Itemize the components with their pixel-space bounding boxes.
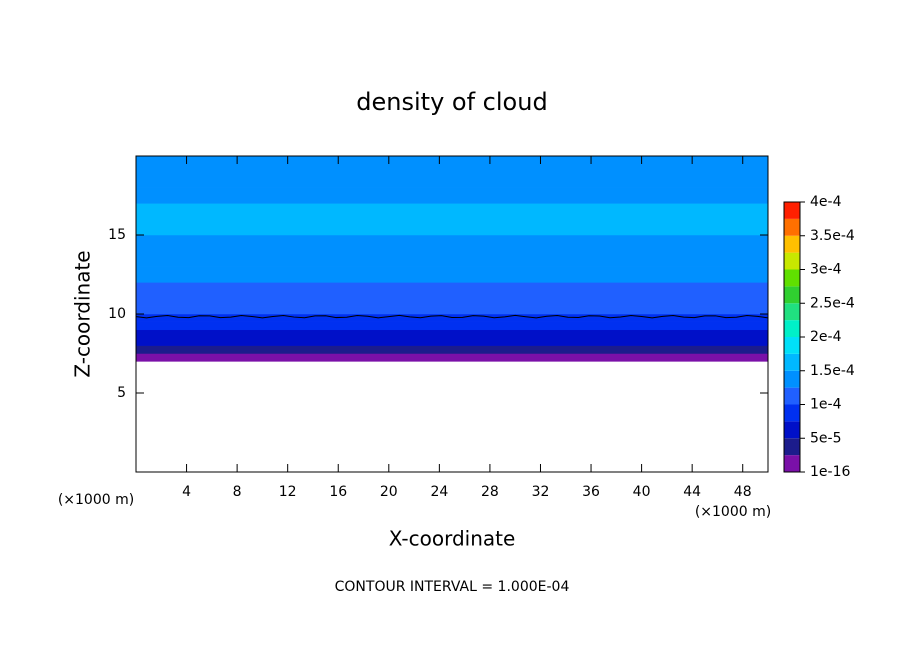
contour-band bbox=[135, 282, 769, 299]
contour-band bbox=[135, 305, 769, 315]
contour-band bbox=[135, 345, 769, 354]
colorbar-swatch bbox=[784, 202, 800, 219]
colorbar-swatch bbox=[784, 337, 800, 354]
contour-band bbox=[135, 266, 769, 283]
x-tick-label: 40 bbox=[633, 484, 651, 500]
colorbar-swatch bbox=[784, 218, 800, 236]
footer: CONTOUR INTERVAL = 1.000E-04 bbox=[335, 579, 570, 595]
contour-line bbox=[135, 314, 769, 319]
colorbar-swatch bbox=[784, 353, 800, 371]
colorbar-swatch bbox=[784, 438, 800, 456]
colorbar-label: 1.5e-4 bbox=[810, 363, 855, 379]
x-tick-label: 48 bbox=[734, 484, 752, 500]
x-tick-label: 8 bbox=[233, 484, 242, 500]
colorbar-swatch bbox=[784, 370, 800, 388]
x-axis-label: X-coordinate bbox=[389, 527, 516, 551]
colorbar-swatch bbox=[784, 387, 800, 405]
colorbar-label: 2.5e-4 bbox=[810, 295, 855, 311]
contour-band bbox=[135, 171, 769, 188]
contour-band bbox=[135, 353, 769, 362]
contour-band bbox=[135, 250, 769, 267]
colorbar-label: 5e-5 bbox=[810, 430, 841, 446]
x-tick-label: 4 bbox=[182, 484, 191, 500]
colorbar-label: 3e-4 bbox=[810, 262, 842, 278]
colorbar-label: 1e-4 bbox=[810, 397, 842, 413]
contour-band bbox=[135, 329, 769, 338]
x-unit: (×1000 m) bbox=[695, 504, 771, 520]
y-tick-label: 10 bbox=[108, 306, 126, 322]
x-tick-label: 44 bbox=[683, 484, 701, 500]
x-tick-label: 36 bbox=[582, 484, 600, 500]
x-tick-label: 16 bbox=[329, 484, 347, 500]
x-tick-label: 28 bbox=[481, 484, 499, 500]
x-tick-label: 32 bbox=[532, 484, 550, 500]
colorbar-label: 2e-4 bbox=[810, 329, 842, 345]
colorbar-swatch bbox=[784, 286, 800, 304]
y-tick-label: 5 bbox=[117, 385, 126, 401]
x-tick-label: 12 bbox=[279, 484, 297, 500]
contour-band bbox=[135, 155, 769, 173]
contour-band bbox=[135, 337, 769, 346]
colorbar-swatch bbox=[784, 252, 800, 270]
y-unit: (×1000 m) bbox=[58, 492, 134, 508]
y-tick-label: 15 bbox=[108, 227, 126, 243]
colorbar-swatch bbox=[784, 269, 800, 287]
contour-band bbox=[135, 234, 769, 252]
colorbar-swatch bbox=[784, 404, 800, 422]
chart-title: density of cloud bbox=[356, 88, 547, 116]
contour-band bbox=[135, 218, 769, 236]
colorbar-label: 1e-16 bbox=[810, 464, 850, 480]
contour-band bbox=[135, 187, 769, 204]
x-tick-label: 20 bbox=[380, 484, 398, 500]
x-tick-label: 24 bbox=[430, 484, 448, 500]
contour-band bbox=[135, 321, 769, 331]
colorbar-label: 3.5e-4 bbox=[810, 228, 855, 244]
colorbar-label: 4e-4 bbox=[810, 194, 842, 210]
colorbar-swatch bbox=[784, 303, 800, 321]
colorbar-swatch bbox=[784, 320, 800, 337]
contour-band bbox=[135, 203, 769, 220]
y-axis-label: Z-coordinate bbox=[71, 250, 95, 377]
contour-band bbox=[135, 297, 769, 307]
colorbar-swatch bbox=[784, 455, 800, 472]
colorbar-swatch bbox=[784, 235, 800, 253]
colorbar-swatch bbox=[784, 421, 800, 439]
